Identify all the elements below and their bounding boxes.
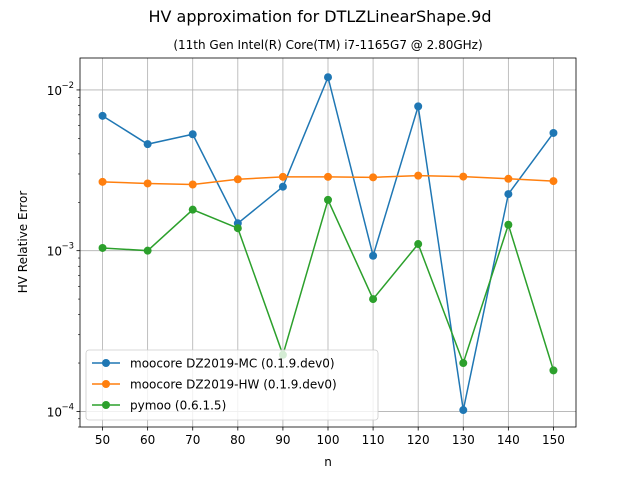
- y-tick-label: 10: [47, 405, 62, 419]
- legend-label: moocore DZ2019-MC (0.1.9.dev0): [130, 357, 335, 371]
- data-point: [98, 243, 107, 252]
- data-point: [188, 205, 197, 214]
- y-tick-base: 10: [47, 245, 62, 259]
- data-point: [414, 240, 423, 249]
- data-point: [233, 175, 242, 184]
- series-0: [98, 73, 558, 415]
- data-point: [324, 195, 332, 204]
- data-point: [549, 128, 558, 137]
- chart-subtitle: (11th Gen Intel(R) Core(TM) i7-1165G7 @ …: [173, 38, 482, 52]
- legend-label: moocore DZ2019-HW (0.1.9.dev0): [130, 378, 337, 392]
- x-axis-label: n: [324, 455, 332, 469]
- data-point: [459, 359, 468, 368]
- x-tick-label: 140: [497, 433, 520, 447]
- legend-swatch-marker: [102, 401, 110, 409]
- data-point: [459, 406, 468, 415]
- data-point: [98, 177, 107, 186]
- legend-swatch-marker: [102, 359, 110, 367]
- y-tick-base: 10: [47, 84, 62, 98]
- data-point: [369, 295, 378, 304]
- data-point: [549, 177, 558, 186]
- legend: moocore DZ2019-MC (0.1.9.dev0) moocore DZ…: [85, 349, 379, 421]
- data-point: [278, 182, 287, 191]
- data-point: [143, 179, 152, 188]
- data-point: [549, 366, 558, 375]
- chart-title: HV approximation for DTLZLinearShape.9d: [148, 7, 491, 26]
- data-point: [504, 220, 513, 229]
- x-axis-ticks: 50 60 70 80 90 100 110 120 130 140 150: [95, 427, 565, 447]
- y-axis-label: HV Relative Error: [16, 191, 30, 294]
- y-tick-label: 10: [47, 245, 62, 259]
- data-point: [459, 172, 468, 181]
- data-point: [504, 174, 513, 183]
- series-1: [98, 171, 558, 189]
- x-tick-label: 50: [95, 433, 110, 447]
- legend-swatch-marker: [102, 380, 110, 388]
- data-point: [143, 246, 152, 255]
- x-tick-label: 100: [317, 433, 340, 447]
- x-tick-label: 130: [452, 433, 475, 447]
- data-point: [188, 180, 197, 189]
- data-point: [504, 190, 513, 199]
- series-layer: [98, 73, 558, 415]
- y-tick-base: 10: [47, 405, 62, 419]
- x-tick-label: 120: [407, 433, 430, 447]
- x-tick-label: 150: [542, 433, 565, 447]
- data-point: [98, 111, 107, 120]
- data-point: [233, 224, 242, 233]
- data-point: [143, 140, 152, 149]
- legend-label: pymoo (0.6.1.5): [130, 399, 226, 413]
- data-point: [414, 102, 423, 111]
- y-tick-label: 10: [47, 84, 62, 98]
- y-tick-exponent: −3: [61, 242, 74, 252]
- y-tick-exponent: −4: [61, 402, 74, 412]
- data-point: [414, 171, 423, 180]
- x-tick-label: 70: [185, 433, 200, 447]
- x-tick-label: 110: [362, 433, 385, 447]
- y-tick-exponent: −2: [61, 81, 74, 91]
- data-point: [324, 73, 332, 82]
- x-tick-label: 60: [140, 433, 155, 447]
- data-point: [369, 173, 378, 182]
- data-point: [369, 251, 378, 260]
- data-point: [278, 172, 287, 181]
- data-point: [324, 172, 332, 181]
- x-tick-label: 90: [275, 433, 290, 447]
- data-point: [188, 130, 197, 139]
- legend-box: [85, 349, 379, 421]
- x-tick-label: 80: [230, 433, 245, 447]
- y-axis-ticks: 10−210−310−4: [47, 81, 80, 428]
